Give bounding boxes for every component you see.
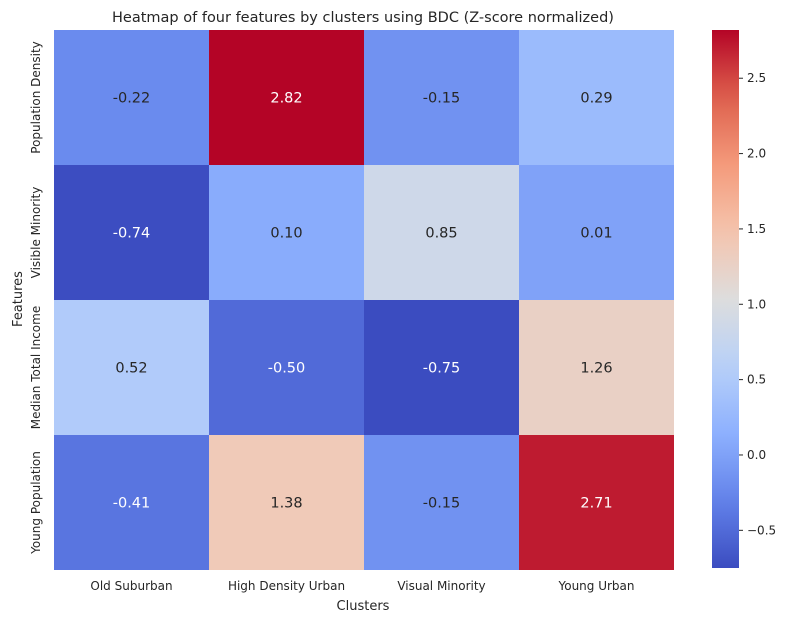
heatmap-value-label: 0.01	[580, 226, 612, 242]
heatmap-cell	[209, 300, 364, 435]
heatmap-cell	[519, 300, 674, 435]
heatmap-cell	[209, 165, 364, 300]
heatmap-cell	[209, 30, 364, 165]
colorbar-tick-labels: 2.5 2.0 1.5 1.0 0.5 0.0 −0.5	[739, 71, 776, 537]
heatmap-cell	[519, 165, 674, 300]
heatmap-cell	[54, 300, 209, 435]
heatmap-cell	[54, 30, 209, 165]
heatmap-value-label: 2.82	[270, 91, 302, 107]
colorbar-tick-label: 1.0	[747, 297, 766, 311]
heatmap-cells	[54, 30, 674, 570]
colorbar-tick-label: 0.5	[747, 373, 766, 387]
heatmap-value-label: 1.38	[270, 496, 302, 512]
colorbar-tick-label: 2.0	[747, 147, 766, 161]
x-axis-label: Clusters	[337, 599, 390, 614]
heatmap-value-label: -0.22	[113, 91, 151, 107]
colorbar-tick-label: 2.5	[747, 71, 766, 85]
y-axis-tick-labels: Population Density Visible Minority Median…	[29, 41, 43, 555]
colorbar	[712, 30, 739, 568]
y-tick-label: Visible Minority	[29, 187, 43, 279]
colorbar-tick-label: 1.5	[747, 222, 766, 236]
x-axis-tick-labels: Old Suburban High Density Urban Visual Min…	[90, 579, 634, 593]
heatmap-cell	[54, 435, 209, 570]
heatmap-value-label: 0.85	[425, 226, 457, 242]
heatmap-value-label: -0.74	[113, 226, 151, 242]
y-tick-label: Young Population	[29, 451, 43, 555]
y-tick-label: Median Total Income	[29, 306, 43, 429]
x-tick-label: Young Urban	[557, 579, 634, 593]
colorbar-tick-label: 0.0	[747, 448, 766, 462]
y-axis-label: Features	[11, 271, 26, 327]
x-tick-label: Visual Minority	[397, 579, 485, 593]
x-tick-label: High Density Urban	[228, 579, 345, 593]
heatmap-cell	[54, 165, 209, 300]
heatmap-cell	[364, 435, 519, 570]
heatmap-cell	[364, 165, 519, 300]
heatmap-value-label: 2.71	[580, 496, 612, 512]
heatmap-cell	[364, 300, 519, 435]
heatmap-value-label: 1.26	[580, 361, 612, 377]
heatmap-cell	[519, 435, 674, 570]
heatmap-cell	[364, 30, 519, 165]
heatmap-cell	[519, 30, 674, 165]
y-tick-label: Population Density	[29, 41, 43, 153]
heatmap-value-label: -0.75	[423, 361, 461, 377]
x-tick-label: Old Suburban	[90, 579, 172, 593]
heatmap-value-label: 0.52	[115, 361, 147, 377]
heatmap-value-label: 0.29	[580, 91, 612, 107]
heatmap-cell	[209, 435, 364, 570]
heatmap-value-labels: -0.22 2.82 -0.15 0.29 -0.74 0.10 0.85 0.01 0.52 -…	[113, 91, 613, 512]
colorbar-tick-label: −0.5	[747, 523, 776, 537]
heatmap-value-label: -0.15	[423, 91, 461, 107]
heatmap-value-label: -0.50	[268, 361, 306, 377]
heatmap-value-label: -0.41	[113, 496, 151, 512]
heatmap-value-label: 0.10	[270, 226, 302, 242]
chart-title: Heatmap of four features by clusters usi…	[112, 10, 614, 26]
heatmap-value-label: -0.15	[423, 496, 461, 512]
